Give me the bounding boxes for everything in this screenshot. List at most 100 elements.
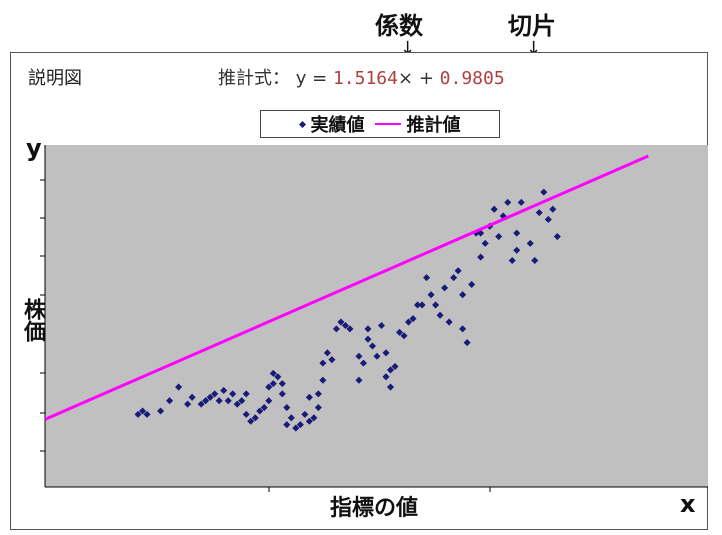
data-point <box>328 356 336 364</box>
data-point <box>355 352 363 360</box>
data-point <box>382 373 390 381</box>
data-point <box>206 393 214 401</box>
legend-item-actual: 実績値 <box>298 111 365 137</box>
data-point <box>432 301 440 309</box>
data-point <box>405 318 413 326</box>
formula-y: y <box>295 68 307 89</box>
data-point <box>215 397 223 405</box>
formula-x: × <box>397 68 414 89</box>
data-point <box>256 407 264 415</box>
figure-label: 説明図 <box>28 68 82 89</box>
legend-estimate-label: 推計値 <box>406 115 461 136</box>
data-point <box>224 397 232 405</box>
data-point <box>251 414 259 422</box>
formula-prefix: 推計式： <box>218 68 290 89</box>
data-point <box>513 229 521 237</box>
data-point <box>477 253 485 261</box>
data-point <box>427 291 435 299</box>
data-point <box>247 417 255 425</box>
data-point <box>314 404 322 412</box>
data-point <box>468 280 476 288</box>
regression-line <box>44 154 649 421</box>
intercept-label: 切片 <box>508 12 556 40</box>
data-point <box>355 376 363 384</box>
formula-plus: + <box>418 68 434 89</box>
data-point <box>395 328 404 336</box>
data-point <box>229 390 237 398</box>
legend-actual-label: 実績値 <box>310 115 365 136</box>
data-point <box>332 325 340 333</box>
data-point <box>414 301 422 309</box>
formula-intercept: 0.9805 <box>439 68 505 89</box>
data-point <box>535 209 543 217</box>
x-axis-letter: x <box>680 490 696 518</box>
data-point <box>269 380 277 388</box>
data-point <box>490 205 498 213</box>
data-point <box>337 318 345 326</box>
data-point <box>134 410 142 418</box>
data-point <box>166 397 174 405</box>
data-point <box>202 397 210 405</box>
data-point <box>296 421 304 429</box>
data-point <box>269 369 277 377</box>
data-point <box>526 239 534 247</box>
data-point <box>423 274 431 282</box>
data-point <box>287 414 295 422</box>
data-point <box>157 407 165 415</box>
data-point <box>504 198 512 206</box>
y-axis-label: 株価 <box>20 298 45 342</box>
data-point <box>400 332 408 340</box>
data-point <box>278 380 286 388</box>
data-point <box>283 421 291 429</box>
data-point <box>517 198 525 206</box>
data-point <box>391 362 399 371</box>
formula-coefficient: 1.5164 <box>332 68 398 89</box>
data-point <box>233 400 241 408</box>
data-point <box>274 373 282 381</box>
data-point <box>323 349 331 357</box>
data-point <box>459 291 467 299</box>
data-point <box>368 342 377 350</box>
data-point <box>319 359 327 367</box>
data-point <box>242 390 250 398</box>
data-point <box>441 284 449 292</box>
data-point <box>197 400 205 408</box>
data-point <box>531 256 539 265</box>
data-point <box>544 215 552 223</box>
data-point <box>553 233 561 241</box>
legend-estimate-marker <box>374 123 401 125</box>
plot-area <box>45 145 708 487</box>
data-point <box>139 407 147 415</box>
data-point <box>314 390 322 398</box>
data-point <box>305 393 313 401</box>
data-point <box>373 352 381 360</box>
data-point <box>341 321 349 330</box>
data-point <box>508 256 516 265</box>
data-point <box>409 315 417 323</box>
data-point <box>292 424 300 432</box>
estimation-formula: 推計式： y = 1.5164× + 0.9805 <box>218 64 505 90</box>
data-point <box>175 383 183 391</box>
data-point <box>436 311 444 319</box>
data-point <box>463 339 471 347</box>
data-point <box>188 393 196 401</box>
data-point <box>386 383 395 391</box>
data-point <box>283 404 291 412</box>
data-point <box>418 301 426 309</box>
data-point <box>211 390 219 398</box>
x-axis-label: 指標の値 <box>330 496 419 521</box>
data-point <box>265 397 273 405</box>
data-point <box>450 274 458 282</box>
data-point <box>305 417 313 425</box>
data-point <box>481 239 489 247</box>
data-point <box>301 410 309 418</box>
data-point <box>382 349 390 357</box>
y-axis-letter: y <box>26 134 42 162</box>
data-point <box>454 267 462 275</box>
data-point <box>495 233 503 241</box>
data-point <box>220 386 228 394</box>
data-point <box>242 410 250 418</box>
data-point <box>310 414 318 422</box>
data-point <box>549 205 557 213</box>
